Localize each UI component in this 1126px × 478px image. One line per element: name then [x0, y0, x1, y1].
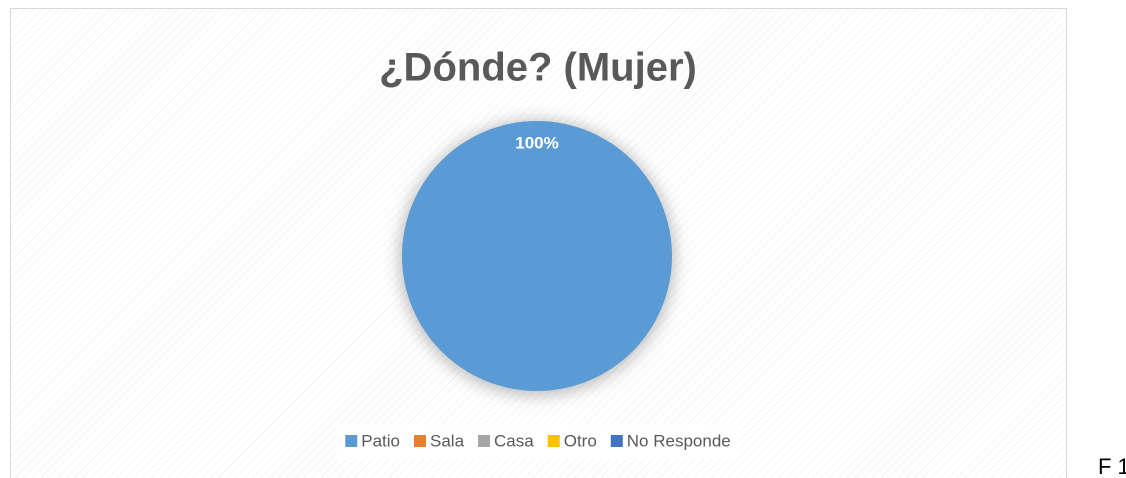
legend: Patio Sala Casa Otro No Responde [345, 431, 731, 450]
legend-item: Patio [345, 431, 400, 450]
legend-swatch [414, 435, 426, 447]
legend-swatch [610, 435, 623, 447]
legend-swatch [547, 435, 560, 447]
chart-title: ¿Dónde? (Mujer) [379, 46, 697, 90]
legend-item: No Responde [610, 431, 731, 450]
legend-label: Patio [361, 431, 400, 450]
legend-item: Otro [547, 431, 597, 450]
legend-swatch [478, 435, 491, 447]
legend-background [337, 425, 739, 459]
pie-slice [402, 121, 672, 391]
legend-swatch [345, 435, 358, 447]
legend-label: Casa [494, 431, 534, 450]
legend-item: Casa [478, 431, 534, 450]
data-label: 100% [515, 133, 558, 152]
pie: 100% [402, 121, 672, 391]
caption: F 17 [1098, 454, 1126, 478]
legend-label: Sala [430, 431, 465, 450]
legend-item: Sala [414, 431, 465, 450]
legend-label: No Responde [627, 431, 731, 450]
legend-label: Otro [564, 431, 597, 450]
